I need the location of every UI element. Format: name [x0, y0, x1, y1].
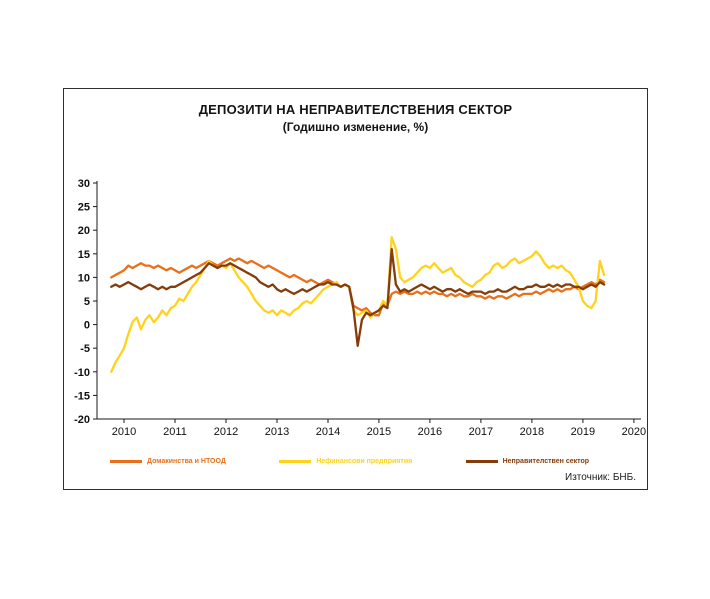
svg-text:10: 10 — [78, 272, 90, 284]
nonfinancial-line-swatch — [279, 460, 312, 463]
svg-text:-5: -5 — [80, 343, 90, 355]
legend-label-nongovernment: Неправителствен сектор — [502, 458, 589, 465]
chart-legend: Домакинства и НТООД Нефинансови предприя… — [64, 458, 647, 465]
svg-text:0: 0 — [84, 320, 90, 332]
svg-text:-15: -15 — [74, 390, 90, 402]
legend-label-households: Домакинства и НТООД — [147, 458, 226, 465]
svg-text:-10: -10 — [74, 367, 90, 379]
svg-text:2011: 2011 — [163, 426, 187, 438]
svg-text:2015: 2015 — [367, 426, 391, 438]
svg-text:2020: 2020 — [622, 426, 646, 438]
svg-text:2012: 2012 — [214, 426, 238, 438]
svg-text:2016: 2016 — [418, 426, 442, 438]
svg-text:30: 30 — [78, 178, 90, 190]
svg-text:2019: 2019 — [571, 426, 595, 438]
svg-text:25: 25 — [78, 202, 90, 214]
chart-box: ДЕПОЗИТИ НА НЕПРАВИТЕЛСТВЕНИЯ СЕКТОР (Го… — [63, 88, 648, 490]
households-line-swatch — [110, 460, 142, 463]
svg-text:5: 5 — [84, 296, 90, 308]
legend-item-nonfinancial: Нефинансови предприятия — [279, 458, 412, 465]
svg-text:2010: 2010 — [112, 426, 136, 438]
legend-item-households: Домакинства и НТООД — [110, 458, 226, 465]
nongovernment-line-swatch — [465, 460, 498, 463]
chart-title: ДЕПОЗИТИ НА НЕПРАВИТЕЛСТВЕНИЯ СЕКТОР — [198, 102, 513, 117]
chart-subtitle: (Годишно изменение, %) — [282, 120, 429, 134]
legend-label-nonfinancial: Нефинансови предприятия — [316, 458, 413, 465]
legend-item-nongovernment: Неправителствен сектор — [465, 458, 589, 465]
svg-text:2013: 2013 — [265, 426, 289, 438]
svg-text:-20: -20 — [74, 414, 90, 426]
svg-text:2014: 2014 — [316, 426, 340, 438]
source-note: Източник: БНБ. — [565, 472, 636, 483]
svg-text:15: 15 — [78, 249, 90, 261]
svg-text:2018: 2018 — [520, 426, 544, 438]
svg-text:2017: 2017 — [469, 426, 493, 438]
svg-text:20: 20 — [78, 225, 90, 237]
